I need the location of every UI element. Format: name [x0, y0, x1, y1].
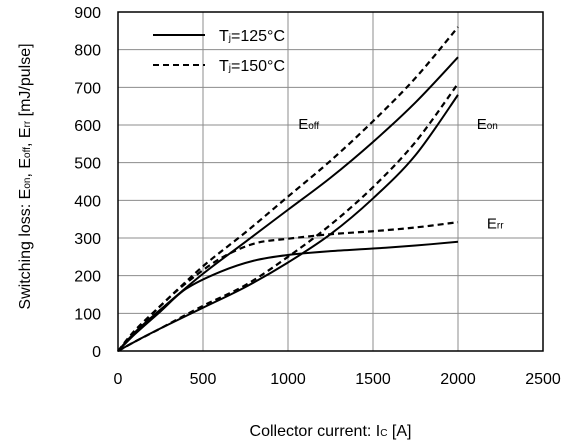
y-label-sub: on	[22, 178, 33, 189]
y-tick-label: 600	[74, 118, 101, 135]
x-label-unit: [A]	[387, 423, 411, 440]
x-label-sub: C	[380, 428, 387, 439]
plot-frame	[117, 11, 544, 352]
annotation-e-off: Eoff	[298, 116, 319, 133]
y-tick-label: 300	[74, 231, 101, 248]
annotation-sub: rr	[497, 221, 504, 232]
legend-label-main: T	[219, 58, 229, 75]
y-tick-label: 500	[74, 156, 101, 173]
y-label-part: [mJ/pulse]	[17, 43, 34, 120]
legend-label: Tj=125°C	[219, 28, 285, 45]
y-tick-label: 800	[74, 43, 101, 60]
legend-label-sub: j	[228, 63, 231, 74]
x-axis-label: Collector current: IC [A]	[250, 423, 412, 440]
y-label-part: Switching loss: E	[17, 189, 34, 310]
x-tick-label: 1500	[355, 371, 391, 388]
x-tick-label: 1000	[270, 371, 306, 388]
series-line-e-on-dashed	[117, 82, 459, 352]
y-tick-label: 100	[74, 306, 101, 323]
grid-lines	[118, 12, 543, 351]
y-label-sub: rr	[22, 120, 33, 127]
y-label-part: , E	[17, 127, 34, 147]
legend: Tj=125°CTj=150°C	[153, 28, 285, 75]
y-tick-label: 0	[92, 344, 101, 361]
annotation-e-rr: Err	[487, 216, 504, 233]
x-tick-label: 2000	[440, 371, 476, 388]
plot-area	[118, 12, 543, 351]
annotation-main: E	[298, 116, 308, 133]
series-line-e-rr-solid	[117, 240, 459, 352]
x-tick-label: 2500	[525, 371, 561, 388]
y-label-sub: off	[22, 147, 33, 158]
y-tick-labels: 0 100 200 300 400 500 600 700 800 900	[74, 5, 101, 361]
y-tick-label: 200	[74, 269, 101, 286]
y-tick-label: 400	[74, 193, 101, 210]
x-tick-labels: 0 500 1000 1500 2000 2500	[114, 371, 561, 388]
annotation-e-on: Eon	[477, 116, 498, 133]
legend-label-sub: j	[228, 33, 231, 44]
series-line-e-rr-dashed	[117, 221, 459, 352]
annotation-sub: off	[308, 121, 319, 132]
annotation-sub: on	[487, 121, 498, 132]
annotation-main: E	[477, 116, 487, 133]
legend-label: Tj=150°C	[219, 58, 285, 75]
legend-label-rest: =150°C	[231, 58, 285, 75]
x-tick-label: 0	[114, 371, 123, 388]
series-line-e-off-solid	[117, 56, 459, 352]
legend-label-main: T	[219, 28, 229, 45]
y-label-part: , E	[17, 158, 34, 178]
annotation-main: E	[487, 216, 497, 233]
y-axis-label: Switching loss: Eon, Eoff, Err [mJ/pulse…	[17, 43, 34, 309]
y-tick-label: 900	[74, 5, 101, 22]
legend-label-rest: =125°C	[231, 28, 285, 45]
x-label-main: Collector current: I	[250, 423, 381, 440]
x-tick-label: 500	[190, 371, 217, 388]
series-group	[117, 26, 459, 352]
y-tick-label: 700	[74, 80, 101, 97]
